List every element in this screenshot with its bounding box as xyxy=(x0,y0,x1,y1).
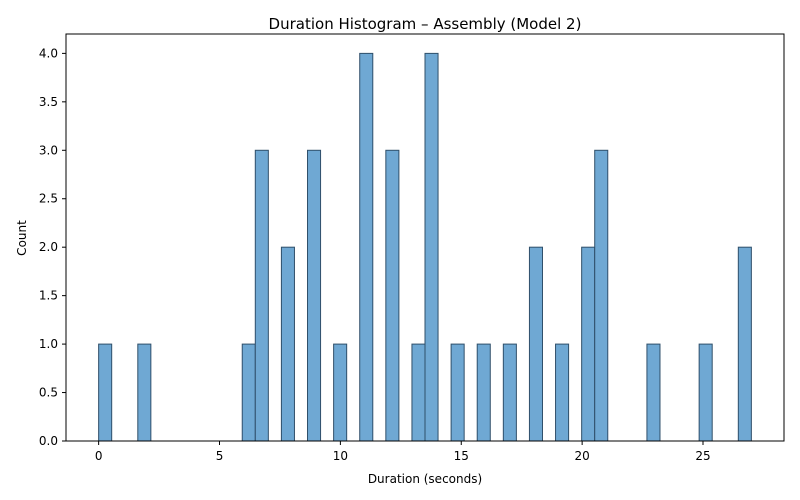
histogram-bar xyxy=(502,343,517,442)
chart-title: Duration Histogram – Assembly (Model 2) xyxy=(269,15,582,33)
y-tick-label: 3.0 xyxy=(39,143,58,157)
histogram-bar xyxy=(137,343,152,442)
x-tick-label: 25 xyxy=(695,449,710,463)
x-axis-title: Duration (seconds) xyxy=(368,472,482,486)
histogram-bar xyxy=(646,343,661,442)
y-axis-ticks: 0.0 0.5 1.0 1.5 2.0 2.5 3.0 3.5 4.0 xyxy=(39,46,66,448)
y-tick-label: 0.5 xyxy=(39,386,58,400)
histogram-bar xyxy=(698,343,713,442)
bars-group xyxy=(98,52,752,442)
histogram-bar xyxy=(98,343,113,442)
histogram-bar xyxy=(555,343,570,442)
histogram-bar xyxy=(424,52,439,442)
y-tick-label: 0.0 xyxy=(39,434,58,448)
histogram-bar xyxy=(241,343,256,442)
y-tick-label: 1.0 xyxy=(39,337,58,351)
x-axis-ticks: 0 5 10 15 20 25 xyxy=(95,441,711,463)
histogram-bar xyxy=(737,246,752,442)
histogram-bar xyxy=(280,246,295,442)
histogram-bar xyxy=(594,149,609,442)
x-tick-label: 20 xyxy=(574,449,589,463)
x-tick-label: 5 xyxy=(216,449,224,463)
histogram-bar xyxy=(581,246,596,442)
histogram-bar xyxy=(450,343,465,442)
y-tick-label: 1.5 xyxy=(39,289,58,303)
histogram-bar xyxy=(254,149,269,442)
histogram-bar xyxy=(385,149,400,442)
histogram-bar xyxy=(411,343,426,442)
y-tick-label: 4.0 xyxy=(39,46,58,60)
y-axis-title: Count xyxy=(15,220,29,256)
histogram-bar xyxy=(307,149,322,442)
histogram-bar xyxy=(476,343,491,442)
histogram-bar xyxy=(359,52,374,442)
x-tick-label: 0 xyxy=(95,449,103,463)
y-tick-label: 2.0 xyxy=(39,240,58,254)
y-tick-label: 3.5 xyxy=(39,95,58,109)
y-tick-label: 2.5 xyxy=(39,192,58,206)
x-tick-label: 15 xyxy=(454,449,469,463)
histogram-bar xyxy=(528,246,543,442)
x-tick-label: 10 xyxy=(333,449,348,463)
plot-frame xyxy=(65,33,785,442)
histogram-bar xyxy=(333,343,348,442)
